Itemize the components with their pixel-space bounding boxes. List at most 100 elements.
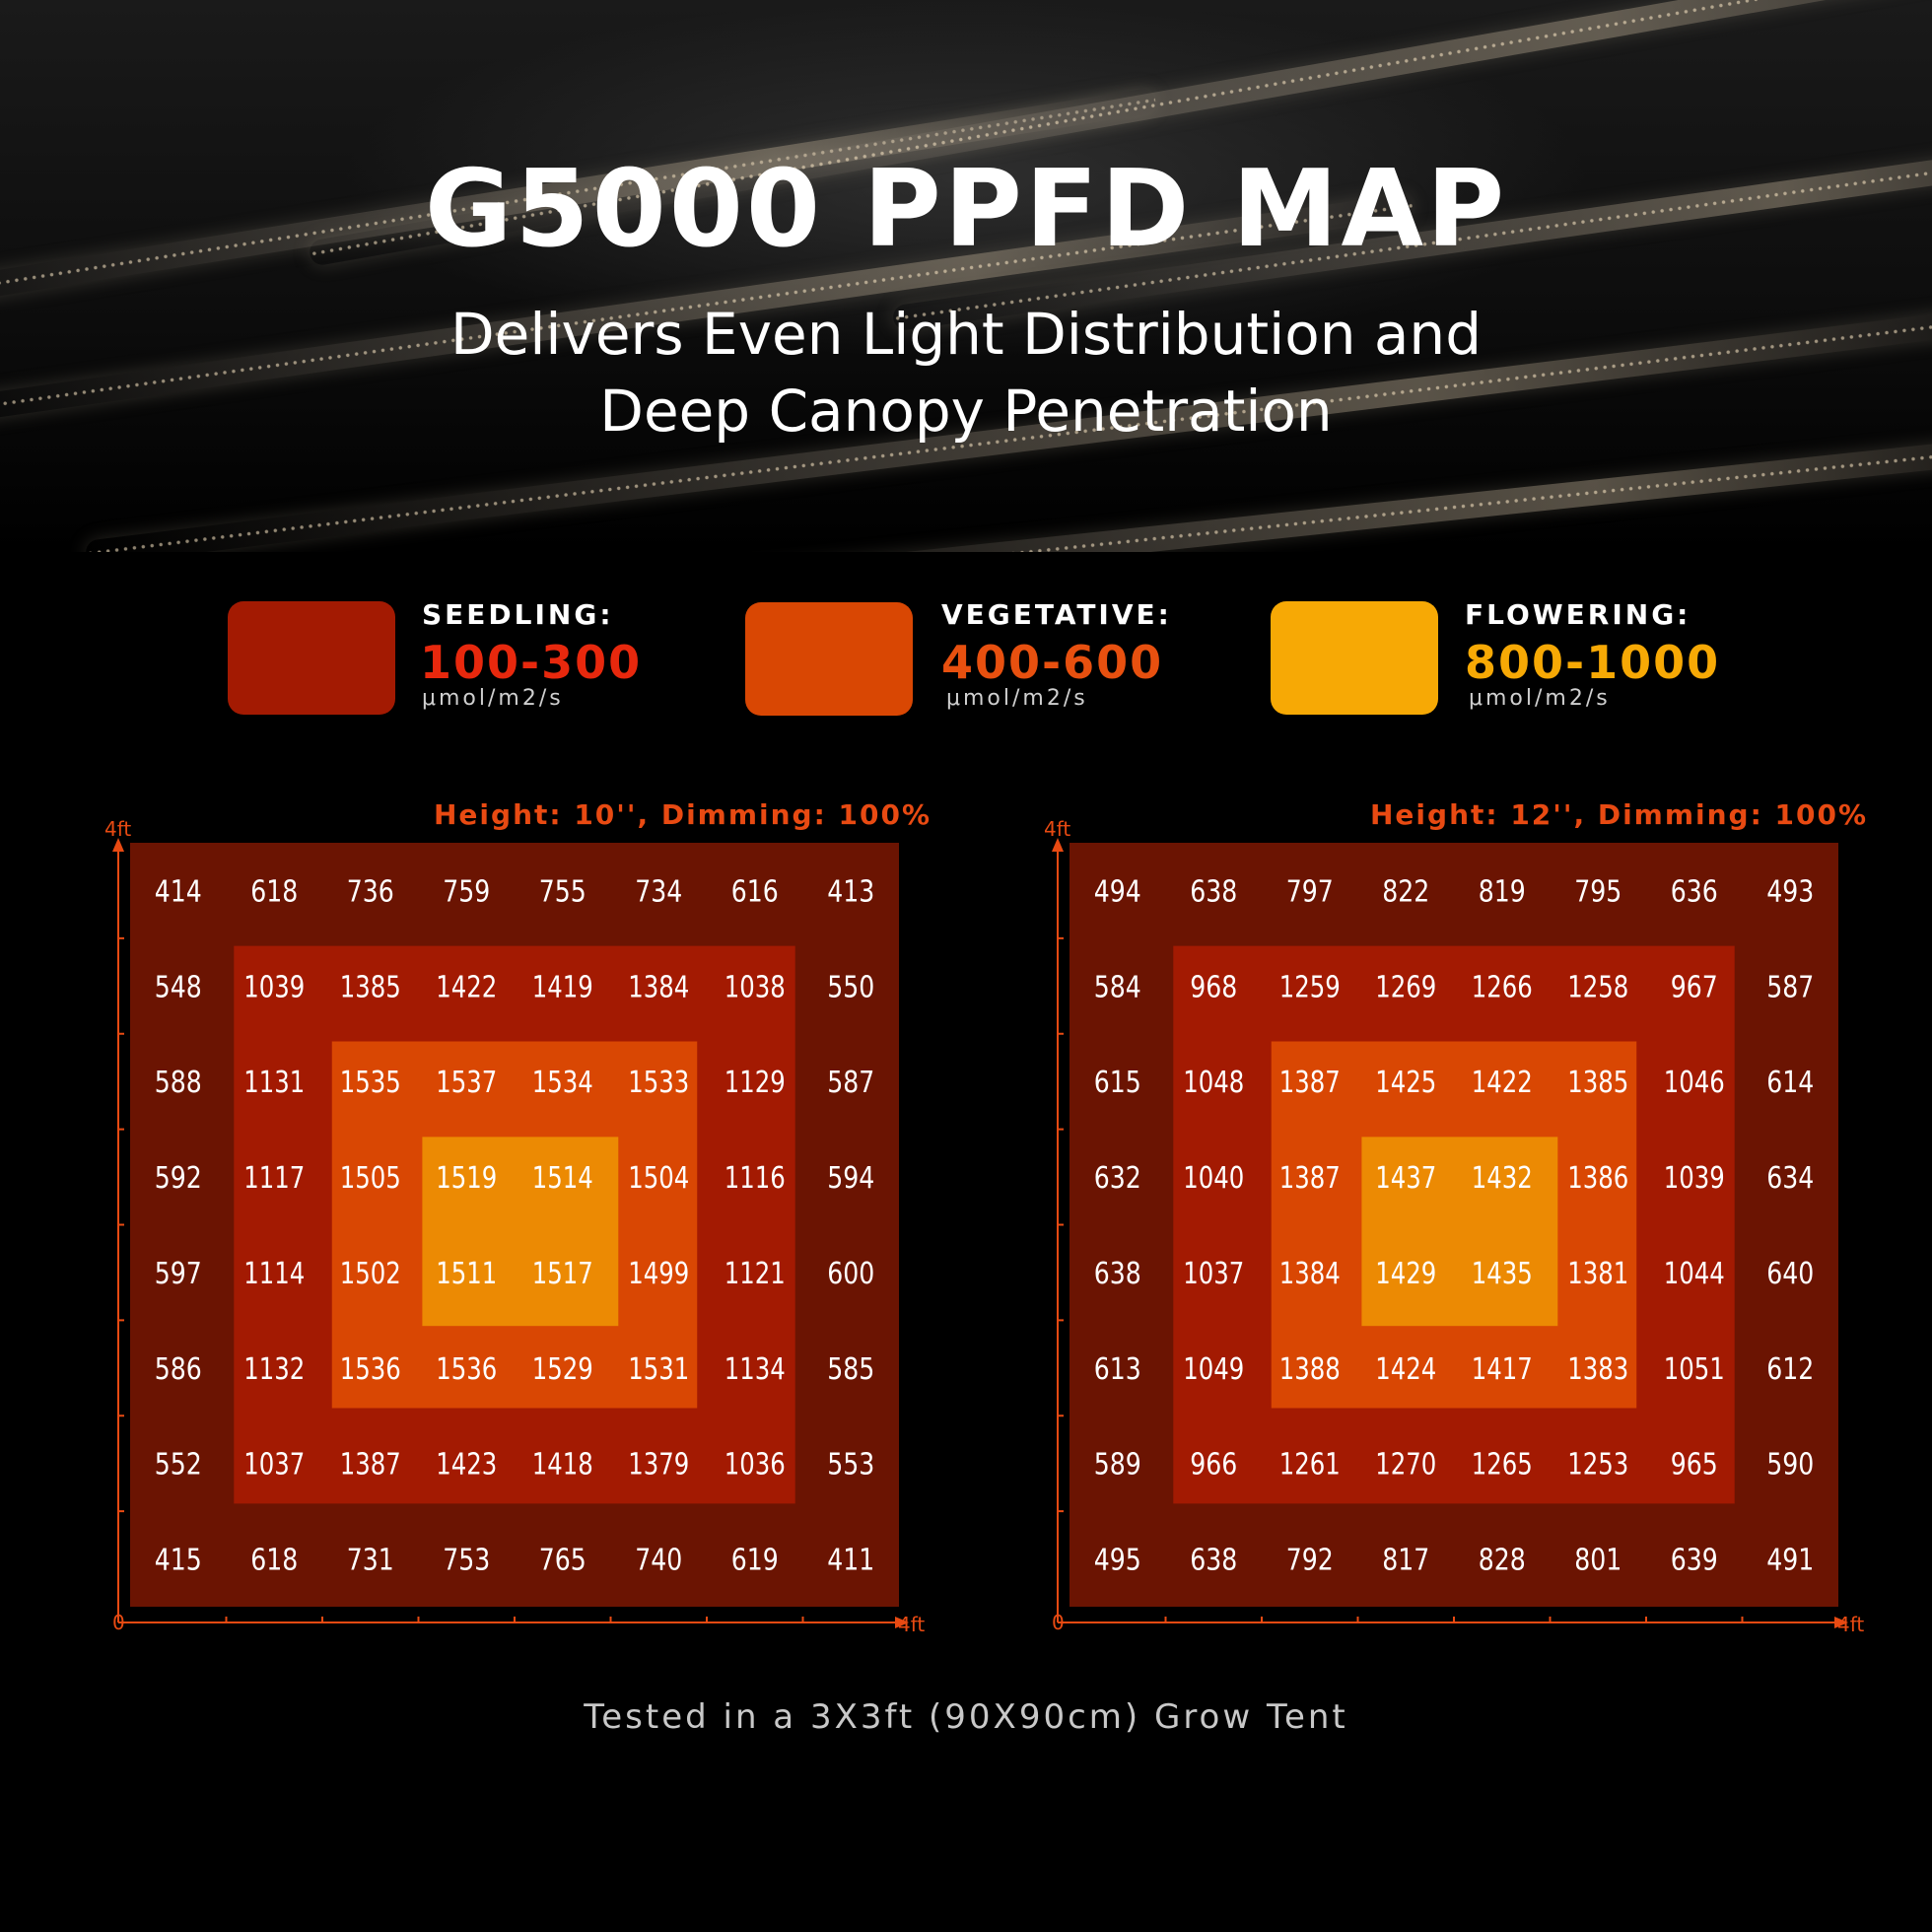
ppfd-value: 1384 bbox=[628, 970, 689, 1004]
ppfd-value: 801 bbox=[1574, 1544, 1622, 1578]
subtitle-line-1: Delivers Even Light Distribution and bbox=[449, 301, 1483, 368]
legend-unit-vegetative: μmol/m2/s bbox=[946, 686, 1088, 711]
legend-swatch-flowering bbox=[1271, 601, 1438, 715]
ppfd-value: 1435 bbox=[1472, 1257, 1533, 1291]
ppfd-value: 731 bbox=[347, 1544, 394, 1578]
ppfd-value: 1432 bbox=[1472, 1161, 1533, 1196]
ppfd-value: 491 bbox=[1766, 1544, 1814, 1578]
ppfd-value: 1117 bbox=[243, 1161, 305, 1196]
ppfd-value: 1038 bbox=[724, 970, 786, 1004]
ppfd-value: 1499 bbox=[628, 1257, 689, 1291]
ppfd-value: 1429 bbox=[1375, 1257, 1436, 1291]
ppfd-value: 638 bbox=[1190, 874, 1237, 909]
ppfd-value: 618 bbox=[250, 1544, 298, 1578]
ppfd-value: 638 bbox=[1094, 1257, 1141, 1291]
ppfd-value: 1261 bbox=[1279, 1448, 1341, 1483]
ppfd-value: 632 bbox=[1094, 1161, 1141, 1196]
ppfd-value: 1533 bbox=[628, 1066, 689, 1100]
ppfd-value: 414 bbox=[155, 874, 202, 909]
ppfd-value: 592 bbox=[155, 1161, 202, 1196]
page-title: G5000 PPFD MAP bbox=[424, 148, 1508, 271]
ppfd-value: 1266 bbox=[1472, 970, 1533, 1004]
ppfd-value: 1044 bbox=[1664, 1257, 1725, 1291]
ppfd-value: 1505 bbox=[340, 1161, 401, 1196]
ppfd-value: 1129 bbox=[724, 1066, 786, 1100]
ppfd-value: 1418 bbox=[532, 1448, 593, 1483]
ppfd-value: 1388 bbox=[1279, 1352, 1341, 1387]
ppfd-value: 966 bbox=[1190, 1448, 1237, 1483]
y-axis-max-label-2: 4ft bbox=[1044, 817, 1071, 841]
ppfd-value: 828 bbox=[1479, 1544, 1526, 1578]
ppfd-value: 1121 bbox=[724, 1257, 786, 1291]
ppfd-value: 1387 bbox=[1279, 1161, 1341, 1196]
ppfd-value: 1116 bbox=[724, 1161, 786, 1196]
ppfd-value: 1536 bbox=[436, 1352, 497, 1387]
ppfd-value: 597 bbox=[155, 1257, 202, 1291]
ppfd-value: 413 bbox=[827, 874, 874, 909]
ppfd-value: 1419 bbox=[532, 970, 593, 1004]
ppfd-value: 1037 bbox=[1183, 1257, 1244, 1291]
ppfd-value: 548 bbox=[155, 970, 202, 1004]
ppfd-value: 759 bbox=[443, 874, 490, 909]
ppfd-value: 1386 bbox=[1567, 1161, 1628, 1196]
y-axis-arrow bbox=[1052, 838, 1064, 852]
ppfd-value: 1258 bbox=[1567, 970, 1628, 1004]
ppfd-value: 753 bbox=[443, 1544, 490, 1578]
ppfd-value: 819 bbox=[1479, 874, 1526, 909]
ppfd-value: 765 bbox=[539, 1544, 586, 1578]
ppfd-value: 1437 bbox=[1375, 1161, 1436, 1196]
x-axis-arrow bbox=[1834, 1617, 1848, 1628]
ppfd-value: 1511 bbox=[436, 1257, 497, 1291]
ppfd-value: 1504 bbox=[628, 1161, 689, 1196]
ppfd-value: 1039 bbox=[243, 970, 305, 1004]
footer-note: Tested in a 3X3ft (90X90cm) Grow Tent bbox=[584, 1697, 1348, 1737]
ppfd-value: 1529 bbox=[532, 1352, 593, 1387]
ppfd-heatmap-1: 414 618 736 759 755 734 616 413 548 1039 1385 1422 1… bbox=[112, 838, 909, 1628]
ppfd-value: 553 bbox=[827, 1448, 874, 1483]
legend-label-flowering: FLOWERING: bbox=[1465, 598, 1691, 631]
ppfd-value: 968 bbox=[1190, 970, 1237, 1004]
ppfd-value: 1417 bbox=[1472, 1352, 1533, 1387]
ppfd-value: 1046 bbox=[1664, 1066, 1725, 1100]
ppfd-value: 1385 bbox=[340, 970, 401, 1004]
y-axis-max-label-1: 4ft bbox=[104, 817, 132, 841]
ppfd-value: 1379 bbox=[628, 1448, 689, 1483]
ppfd-value: 1049 bbox=[1183, 1352, 1244, 1387]
ppfd-value: 636 bbox=[1671, 874, 1718, 909]
ppfd-value: 634 bbox=[1766, 1161, 1814, 1196]
ppfd-value: 1381 bbox=[1567, 1257, 1628, 1291]
ppfd-value: 613 bbox=[1094, 1352, 1141, 1387]
ppfd-value: 1048 bbox=[1183, 1066, 1244, 1100]
ppfd-value: 795 bbox=[1574, 874, 1622, 909]
ppfd-value: 616 bbox=[731, 874, 779, 909]
ppfd-value: 1535 bbox=[340, 1066, 401, 1100]
zone-flowering bbox=[422, 1137, 619, 1327]
ppfd-value: 734 bbox=[635, 874, 682, 909]
y-axis-arrow bbox=[112, 838, 124, 852]
ppfd-value: 584 bbox=[1094, 970, 1141, 1004]
ppfd-value: 589 bbox=[1094, 1448, 1141, 1483]
ppfd-value: 415 bbox=[155, 1544, 202, 1578]
ppfd-value: 618 bbox=[250, 874, 298, 909]
ppfd-value: 1114 bbox=[243, 1257, 305, 1291]
ppfd-value: 600 bbox=[827, 1257, 874, 1291]
ppfd-value: 493 bbox=[1766, 874, 1814, 909]
ppfd-value: 594 bbox=[827, 1161, 874, 1196]
hero-banner bbox=[0, 0, 1932, 552]
legend-swatch-vegetative bbox=[745, 602, 913, 716]
ppfd-value: 1039 bbox=[1664, 1161, 1725, 1196]
ppfd-value: 1384 bbox=[1279, 1257, 1341, 1291]
ppfd-value: 1259 bbox=[1279, 970, 1341, 1004]
ppfd-value: 1502 bbox=[340, 1257, 401, 1291]
legend-unit-flowering: μmol/m2/s bbox=[1469, 686, 1611, 711]
ppfd-value: 1051 bbox=[1664, 1352, 1725, 1387]
ppfd-value: 792 bbox=[1286, 1544, 1334, 1578]
ppfd-value: 411 bbox=[827, 1544, 874, 1578]
ppfd-value: 1270 bbox=[1375, 1448, 1436, 1483]
ppfd-value: 1531 bbox=[628, 1352, 689, 1387]
ppfd-value: 1036 bbox=[724, 1448, 786, 1483]
ppfd-value: 1265 bbox=[1472, 1448, 1533, 1483]
ppfd-value: 736 bbox=[347, 874, 394, 909]
zone-flowering bbox=[1361, 1137, 1558, 1327]
ppfd-value: 1422 bbox=[1472, 1066, 1533, 1100]
